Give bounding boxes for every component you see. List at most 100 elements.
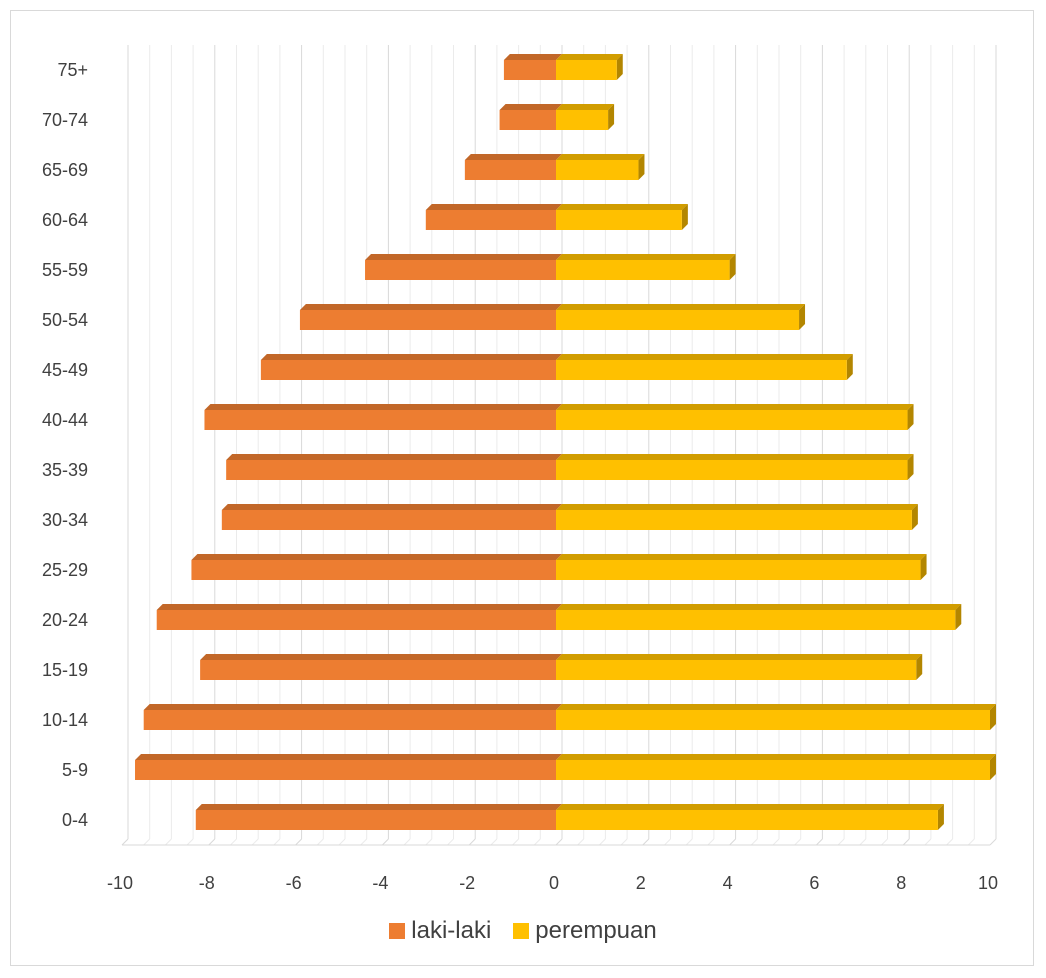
y-tick-label-55-59: 55-59 (42, 260, 88, 280)
bar-side-perempuan-75+ (616, 54, 623, 80)
floor-gridline (316, 838, 324, 846)
bar-perempuan-70-74 (556, 110, 609, 130)
bar-side-perempuan-60-64 (681, 204, 688, 230)
y-tick-label-45-49: 45-49 (42, 360, 88, 380)
bar-perempuan-45-49 (556, 360, 847, 380)
bar-perempuan-20-24 (556, 610, 956, 630)
floor-gridline (664, 838, 671, 846)
x-tick-label-6: 6 (809, 873, 819, 893)
bar-top-perempuan-45-49 (556, 354, 853, 360)
x-tick-label--6: -6 (286, 873, 302, 893)
bar-laki-laki-0-4 (195, 810, 556, 830)
bar-top-laki-laki-30-34 (221, 504, 562, 510)
floor-gridline (859, 838, 867, 846)
bar-side-perempuan-30-34 (911, 504, 918, 530)
floor-gridline (403, 838, 411, 846)
floor-gridline (165, 838, 172, 846)
floor-gridline (620, 838, 628, 846)
floor-gridline (555, 838, 563, 846)
bar-top-perempuan-70-74 (556, 104, 615, 110)
floor-gridline (295, 838, 302, 846)
bar-top-perempuan-50-54 (556, 304, 806, 310)
bar-laki-laki-60-64 (425, 210, 556, 230)
y-tick-label-5-9: 5-9 (62, 760, 88, 780)
bar-top-perempuan-30-34 (556, 504, 918, 510)
bar-laki-laki-15-19 (200, 660, 556, 680)
bar-laki-laki-70-74 (499, 110, 556, 130)
bar-top-laki-laki-35-39 (226, 454, 562, 460)
floor-gridline (707, 838, 715, 846)
bar-top-perempuan-55-59 (556, 254, 736, 260)
floor-gridline (902, 838, 910, 846)
bar-laki-laki-5-9 (135, 760, 556, 780)
bar-side-perempuan-10-14 (990, 704, 996, 730)
bar-perempuan-30-34 (556, 510, 912, 530)
bar-top-perempuan-60-64 (556, 204, 688, 210)
bar-side-perempuan-70-74 (608, 104, 615, 130)
bar-top-perempuan-65-69 (556, 154, 645, 160)
x-tick-label-10: 10 (978, 873, 998, 893)
bar-top-laki-laki-5-9 (135, 754, 562, 760)
bar-top-laki-laki-15-19 (200, 654, 562, 660)
floor-gridline (750, 838, 758, 846)
bar-perempuan-40-44 (556, 410, 908, 430)
x-tick-label-4: 4 (723, 873, 733, 893)
y-tick-label-35-39: 35-39 (42, 460, 88, 480)
y-tick-label-60-64: 60-64 (42, 210, 88, 230)
bar-perempuan-75+ (556, 60, 617, 80)
floor-gridline (208, 838, 216, 846)
floor-gridline (816, 838, 823, 846)
population-pyramid-chart: 0-45-910-1415-1920-2425-2930-3435-3940-4… (42, 45, 998, 893)
floor-gridline (642, 838, 650, 846)
y-tick-label-50-54: 50-54 (42, 310, 88, 330)
bar-top-laki-laki-65-69 (464, 154, 562, 160)
x-tick-label--2: -2 (459, 873, 475, 893)
bar-laki-laki-40-44 (204, 410, 556, 430)
floor-gridline (121, 838, 129, 846)
bar-side-perempuan-55-59 (729, 254, 736, 280)
bar-top-perempuan-15-19 (556, 654, 923, 660)
bar-laki-laki-45-49 (260, 360, 556, 380)
floor-gridline (143, 838, 151, 846)
bar-top-perempuan-35-39 (556, 454, 914, 460)
bar-top-laki-laki-60-64 (425, 204, 562, 210)
floor-gridline (794, 838, 802, 846)
bar-side-perempuan-45-49 (846, 354, 853, 380)
y-tick-label-70-74: 70-74 (42, 110, 88, 130)
x-tick-label-2: 2 (636, 873, 646, 893)
bar-top-laki-laki-45-49 (260, 354, 562, 360)
floor-gridline (967, 838, 975, 846)
y-tick-label-25-29: 25-29 (42, 560, 88, 580)
bar-top-perempuan-25-29 (556, 554, 927, 560)
x-tick-label-8: 8 (896, 873, 906, 893)
legend-swatch-perempuan (513, 923, 530, 939)
x-tick-label--10: -10 (107, 873, 133, 893)
y-tick-label-75+: 75+ (57, 60, 88, 80)
floor-gridline (533, 838, 541, 846)
bar-side-perempuan-0-4 (937, 804, 944, 830)
bar-perempuan-25-29 (556, 560, 921, 580)
bar-perempuan-10-14 (556, 710, 990, 730)
x-tick-label--4: -4 (372, 873, 388, 893)
floor-gridline (729, 838, 736, 846)
bar-side-perempuan-25-29 (920, 554, 927, 580)
floor-gridline (512, 838, 519, 846)
floor-gridline (685, 838, 693, 846)
y-tick-label-65-69: 65-69 (42, 160, 88, 180)
bar-side-perempuan-65-69 (638, 154, 645, 180)
bar-laki-laki-20-24 (156, 610, 556, 630)
floor-gridline (230, 838, 237, 846)
y-tick-label-40-44: 40-44 (42, 410, 88, 430)
floor-gridline (924, 838, 932, 846)
floor-gridline (468, 838, 476, 846)
bar-top-laki-laki-25-29 (191, 554, 562, 560)
bar-perempuan-50-54 (556, 310, 800, 330)
bar-perempuan-5-9 (556, 760, 990, 780)
bar-top-laki-laki-0-4 (195, 804, 562, 810)
bar-laki-laki-30-34 (221, 510, 556, 530)
bar-laki-laki-75+ (503, 60, 556, 80)
bar-top-laki-laki-75+ (503, 54, 562, 60)
bar-laki-laki-25-29 (191, 560, 556, 580)
bar-perempuan-35-39 (556, 460, 908, 480)
bar-side-perempuan-20-24 (955, 604, 962, 630)
